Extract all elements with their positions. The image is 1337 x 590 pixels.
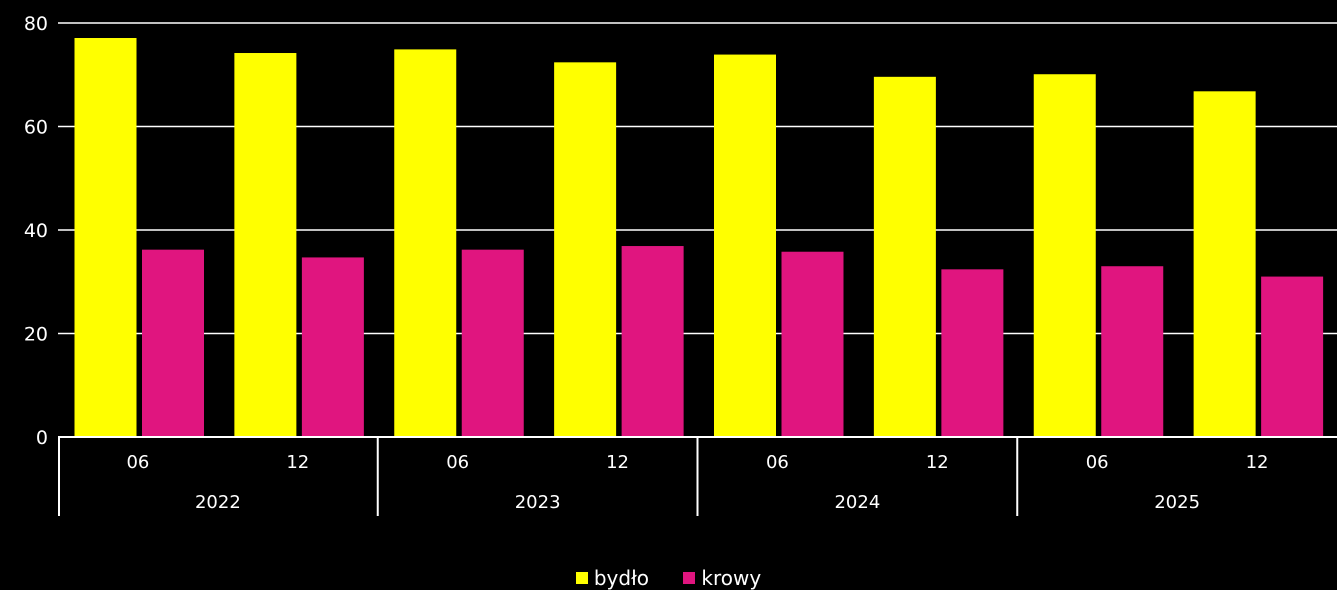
bar-krowy (142, 249, 204, 437)
x-group-label: 2025 (1154, 492, 1200, 513)
bar-bydlo (554, 62, 617, 438)
bar-krowy (301, 257, 364, 437)
x-axis: 06 12 06 12 06 12 06 12 2022 2023 2024 2025 (58, 436, 1337, 516)
x-category-label: 06 (1086, 452, 1109, 473)
legend-label-bydlo: bydło (593, 566, 649, 590)
bar-bydlo (714, 54, 776, 437)
bar-krowy (621, 246, 684, 437)
y-tick-label: 80 (24, 13, 48, 35)
bar-krowy (1261, 276, 1324, 437)
x-group-label: 2022 (195, 492, 241, 513)
legend-swatch-krowy (683, 572, 696, 584)
bar-bydlo (234, 53, 297, 437)
x-group-label: 2024 (834, 492, 880, 513)
bar-krowy (781, 251, 844, 437)
x-category-label: 06 (126, 452, 149, 473)
legend-swatch-bydlo (575, 572, 588, 584)
x-category-label: 12 (286, 452, 309, 473)
x-group-label: 2023 (515, 492, 561, 513)
bars (74, 38, 1324, 438)
legend: bydło krowy (0, 566, 1337, 590)
bar-chart: 0 20 40 60 80 06 12 06 12 06 12 06 12 2022 2023 2024 20… (24, 13, 1337, 516)
bar-krowy (461, 249, 524, 437)
legend-item-bydlo: bydło (575, 566, 649, 590)
x-category-label: 12 (926, 452, 949, 473)
bar-krowy (941, 269, 1004, 437)
bar-krowy (1101, 266, 1164, 437)
x-category-label: 12 (606, 452, 629, 473)
y-tick-label: 60 (24, 117, 48, 139)
y-tick-label: 40 (24, 220, 48, 242)
y-tick-label: 20 (24, 324, 48, 346)
legend-label-krowy: krowy (701, 566, 762, 590)
y-axis-ticks: 0 20 40 60 80 (24, 13, 48, 449)
x-category-label: 06 (766, 452, 789, 473)
x-category-label: 12 (1246, 452, 1269, 473)
bar-bydlo (1033, 74, 1096, 438)
bar-bydlo (1193, 91, 1256, 437)
y-tick-label: 0 (36, 427, 48, 449)
bar-bydlo (74, 38, 137, 437)
bar-bydlo (873, 76, 936, 437)
x-category-label: 06 (446, 452, 469, 473)
legend-item-krowy: krowy (683, 566, 761, 590)
bar-bydlo (394, 49, 457, 438)
